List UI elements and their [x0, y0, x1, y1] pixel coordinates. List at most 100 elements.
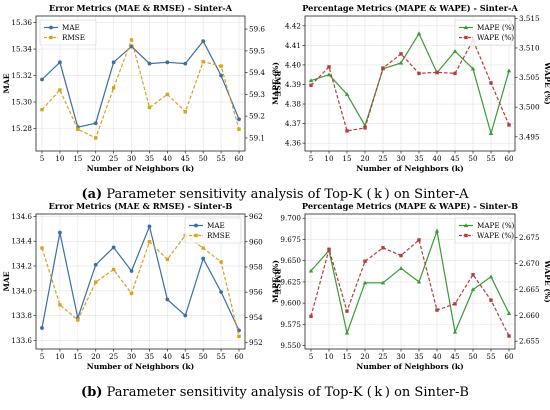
x-tick-label: 45 — [450, 154, 460, 163]
y-axis-label-left: MAE — [2, 73, 11, 93]
x-tick-label: 45 — [181, 352, 191, 361]
data-point — [49, 25, 53, 30]
chart-sinter-a-percentage: Percentage Metrics (MAPE & WAPE) - Sinte… — [271, 3, 550, 173]
series-mae — [40, 39, 241, 130]
y-tick-label-right: 59.6 — [249, 25, 265, 34]
y-tick-label-left: 9.675 — [280, 235, 301, 244]
data-point — [183, 110, 187, 114]
data-point — [219, 260, 223, 264]
data-point — [201, 60, 205, 64]
y-tick-label-right: 59.2 — [249, 112, 265, 121]
y-tick-label-right: 958 — [249, 262, 263, 271]
legend-box — [184, 217, 242, 244]
data-point — [452, 329, 458, 334]
series-line — [310, 238, 510, 337]
y-tick-label-left: 15.36 — [11, 18, 32, 27]
data-point — [308, 268, 314, 273]
x-tick-label: 5 — [40, 154, 45, 163]
y-tick-label-right: 2.665 — [519, 285, 540, 294]
data-point — [237, 334, 241, 339]
data-point — [147, 224, 152, 229]
caption-a: (a) Parameter sensitivity analysis of To… — [0, 187, 550, 202]
caption-a-text: Parameter sensitivity analysis of Top-K … — [106, 187, 469, 202]
data-point — [219, 73, 223, 78]
chart-sinter-b-percentage: Percentage Metrics (MAPE & WAPE) - Sinte… — [271, 201, 550, 371]
data-point — [237, 117, 241, 122]
data-point — [489, 298, 493, 302]
x-tick-label: 25 — [378, 352, 388, 361]
y-tick-label-left: 9.650 — [280, 256, 301, 265]
x-tick-label: 55 — [217, 154, 227, 163]
x-tick-label: 35 — [145, 154, 155, 163]
y-tick-label-left: 133.8 — [11, 311, 32, 320]
data-point — [219, 64, 223, 68]
series-mape — [308, 228, 512, 336]
plot-frame — [35, 213, 246, 350]
series-line — [41, 234, 240, 337]
y-tick-label-right: 3.495 — [519, 132, 540, 141]
x-tick-label: 25 — [378, 154, 388, 163]
data-point — [435, 70, 439, 74]
data-point — [488, 131, 494, 135]
caption-b-letter: (b) — [81, 385, 103, 400]
series-line — [41, 38, 240, 139]
series-mape — [308, 31, 512, 136]
x-tick-label: 10 — [55, 154, 65, 163]
data-point — [49, 35, 53, 40]
legend-box — [454, 217, 512, 244]
y-tick-label-left: 134.6 — [11, 212, 32, 221]
y-tick-label-left: 9.700 — [280, 214, 301, 223]
y-tick-label-right: 59.1 — [249, 133, 265, 142]
data-point — [506, 311, 512, 315]
legend-box — [454, 19, 512, 46]
x-tick-label: 15 — [73, 154, 83, 163]
y-tick-label-left: 4.36 — [285, 139, 301, 148]
x-tick-label: 10 — [324, 352, 334, 361]
data-point — [165, 257, 170, 262]
legend-label: RMSE — [62, 33, 85, 42]
data-point — [94, 280, 98, 284]
data-point — [416, 279, 422, 284]
data-point — [471, 273, 475, 277]
x-tick-label: 45 — [181, 154, 191, 163]
y-tick-label-left: 15.30 — [11, 98, 32, 107]
caption-a-letter: (a) — [81, 187, 103, 202]
x-tick-label: 5 — [40, 352, 45, 361]
plot-frame — [35, 15, 246, 152]
x-tick-label: 55 — [486, 352, 496, 361]
data-point — [147, 105, 152, 110]
data-point — [58, 230, 62, 235]
x-tick-label: 25 — [109, 154, 119, 163]
x-tick-label: 25 — [109, 352, 119, 361]
y-tick-label-left: 4.42 — [285, 21, 301, 30]
y-tick-label-right: 2.670 — [519, 259, 540, 268]
x-tick-label: 10 — [55, 352, 65, 361]
x-tick-label: 40 — [163, 154, 173, 163]
series-line — [41, 40, 240, 128]
series-line — [310, 32, 510, 136]
data-point — [381, 246, 385, 250]
x-tick-label: 15 — [342, 154, 352, 163]
caption-b-text: Parameter sensitivity analysis of Top-K … — [106, 385, 469, 400]
legend: MAPE (%)WAPE (%) — [454, 217, 515, 244]
x-tick-label: 5 — [309, 352, 314, 361]
data-point — [417, 238, 421, 242]
x-tick-label: 30 — [396, 352, 406, 361]
y-axis-label-right: WAPE (%) — [543, 61, 550, 104]
legend-label: WAPE (%) — [477, 33, 514, 42]
x-tick-label: 35 — [414, 352, 424, 361]
data-point — [94, 136, 98, 140]
x-tick-label: 35 — [414, 154, 424, 163]
series-line — [310, 228, 510, 336]
x-tick-label: 40 — [163, 352, 173, 361]
y-tick-label-left: 9.625 — [280, 277, 301, 286]
data-point — [463, 25, 469, 30]
data-point — [326, 72, 332, 77]
y-tick-label-left: 4.37 — [285, 119, 301, 128]
y-tick-label-right: 2.655 — [519, 337, 540, 346]
data-point — [183, 313, 188, 318]
data-point — [165, 297, 170, 302]
data-point — [434, 228, 440, 233]
y-tick-label-left: 15.32 — [11, 71, 32, 80]
